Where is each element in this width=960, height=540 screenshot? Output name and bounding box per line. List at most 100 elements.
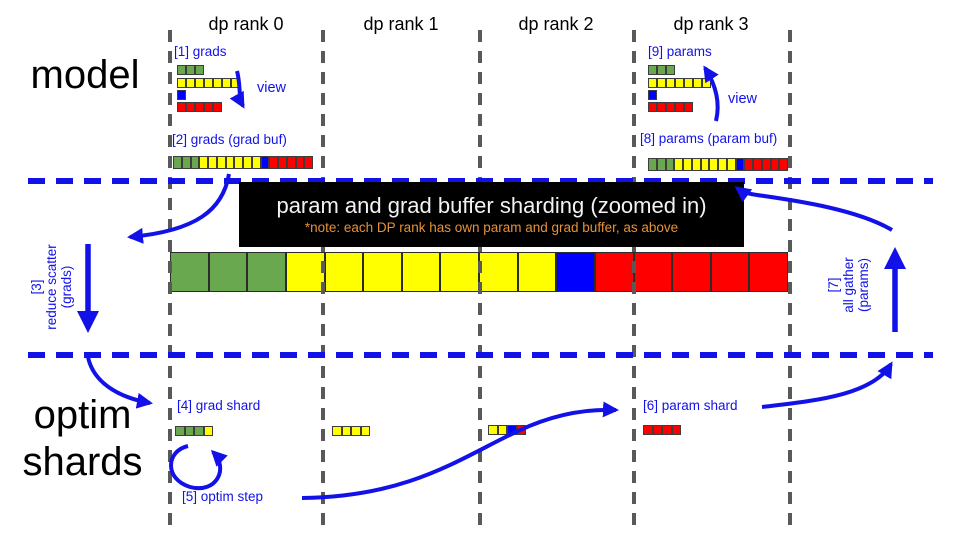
buffer-cell: [231, 78, 240, 88]
buffer-cell: [488, 425, 498, 435]
params-tensor-row-blue: [648, 90, 657, 100]
buffer-cell: [753, 158, 762, 171]
buffer-cell: [213, 78, 222, 88]
buffer-cell: [666, 65, 675, 75]
buffer-cell: [761, 158, 771, 171]
buffer-cell: [234, 156, 243, 169]
zoom-note-box: param and grad buffer sharding (zoomed i…: [239, 182, 744, 247]
buffer-cell: [251, 156, 261, 169]
buffer-cell: [497, 425, 507, 435]
buffer-cell: [674, 158, 683, 171]
buffer-cell: [710, 252, 750, 292]
rank-divider-line: [478, 30, 482, 527]
buffer-cell: [260, 156, 270, 169]
buffer-cell: [351, 426, 361, 436]
grad-shard-label: [4] grad shard: [177, 398, 261, 413]
buffer-cell: [440, 252, 479, 292]
buffer-cell: [657, 65, 666, 75]
buffer-cell: [170, 252, 209, 292]
all-gather-line3: (params): [856, 258, 871, 313]
rank-divider-line: [788, 30, 792, 527]
grads-tensor-row-red: [177, 102, 222, 112]
buffer-cell: [204, 78, 213, 88]
zoom-box-title: param and grad buffer sharding (zoomed i…: [276, 192, 707, 218]
param-shard-label: [6] param shard: [643, 398, 738, 413]
rank-divider-line: [168, 30, 172, 527]
buffer-cell: [269, 156, 278, 169]
buffer-cell: [633, 252, 673, 292]
grad-buf-label: [2] grads (grad buf): [172, 132, 287, 147]
buffer-cell: [684, 78, 693, 88]
grads-tensor-row-green: [177, 65, 204, 75]
header-dp-rank-3: dp rank 3: [673, 14, 749, 34]
buffer-cell: [648, 78, 657, 88]
reduce-scatter-label: [3] reduce scatter (grads): [29, 232, 75, 342]
buffer-cell: [700, 158, 710, 171]
params-label: [9] params: [648, 44, 712, 59]
buffer-cell: [184, 426, 194, 436]
buffer-cell: [657, 78, 666, 88]
buffer-cell: [278, 156, 287, 169]
buffer-cell: [666, 78, 675, 88]
buffer-cell: [341, 426, 351, 436]
buffer-cell: [683, 158, 692, 171]
buffer-cell: [286, 156, 296, 169]
buffer-cell: [225, 156, 235, 169]
buffer-cell: [652, 425, 662, 435]
buffer-cell: [285, 252, 325, 292]
reduce-scatter-line2: reduce scatter: [44, 244, 59, 330]
buffer-cell: [517, 252, 557, 292]
buffer-cell: [401, 252, 441, 292]
buffer-cell: [177, 102, 186, 112]
zoomed-buffer-bar: [170, 252, 788, 292]
buffer-cell: [684, 102, 693, 112]
param-buffer-bar: [648, 158, 788, 171]
buffer-cell: [709, 158, 718, 171]
params-tensor-row-yellow: [648, 78, 711, 88]
buffer-cell: [186, 102, 195, 112]
rank-divider-line: [321, 30, 325, 527]
buffer-cell: [177, 65, 186, 75]
buffer-cell: [666, 102, 675, 112]
buffer-cell: [186, 78, 195, 88]
params-tensor-row-green: [648, 65, 675, 75]
reduce-scatter-line3: (grads): [59, 265, 74, 309]
buffer-cell: [208, 156, 217, 169]
buffer-cell: [744, 158, 753, 171]
buffer-cell: [479, 252, 518, 292]
optim-step-to-param-shard-arrow: [301, 401, 619, 500]
buffer-cell: [749, 252, 788, 292]
view-up-label: view: [728, 91, 758, 107]
buffer-cell: [208, 252, 248, 292]
model-section-label: model: [30, 53, 140, 97]
buffer-cell: [507, 425, 517, 435]
section-divider-top: [28, 178, 933, 184]
reduce-scatter-line1: [3]: [29, 279, 44, 295]
buffer-cell: [203, 426, 213, 436]
buffer-cell: [243, 156, 252, 169]
buffer-cell: [222, 78, 231, 88]
buffer-cell: [360, 426, 370, 436]
view-down-arrow: [229, 70, 245, 109]
buffer-cell: [657, 102, 666, 112]
buffer-cell: [195, 65, 204, 75]
buffer-cell: [175, 426, 185, 436]
buffer-cell: [190, 156, 200, 169]
buffer-cell: [662, 425, 672, 435]
buffer-cell: [363, 252, 402, 292]
zoom-box-note: *note: each DP rank has own param and gr…: [304, 219, 679, 235]
buffer-cell: [675, 78, 684, 88]
buffer-cell: [671, 425, 681, 435]
buffer-cell: [556, 252, 595, 292]
buffer-cell: [675, 102, 684, 112]
all-gather-line2: all gather: [841, 257, 856, 313]
buffer-cell: [216, 156, 226, 169]
buffer-cell: [195, 78, 204, 88]
header-dp-rank-2: dp rank 2: [518, 14, 594, 34]
buffer-cell: [516, 425, 526, 435]
grads-tensor-row-yellow: [177, 78, 240, 88]
buffer-cell: [204, 102, 213, 112]
buffer-cell: [304, 156, 313, 169]
buffer-cell: [770, 158, 780, 171]
